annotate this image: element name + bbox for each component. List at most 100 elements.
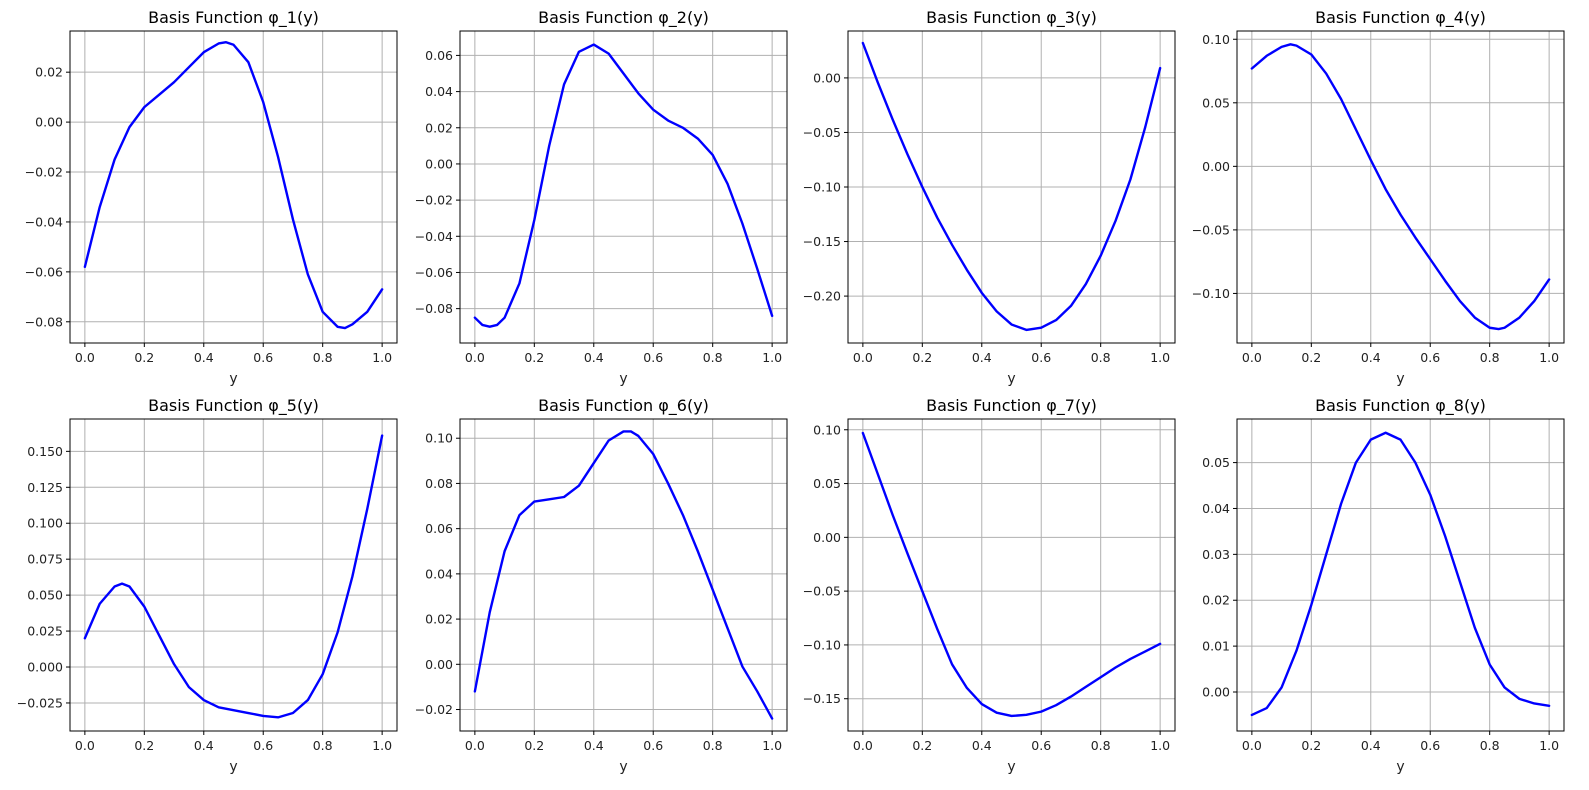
x-tick-label: 0.0 (1242, 350, 1262, 365)
plot-frame (69, 418, 398, 732)
x-tick-label: 1.0 (762, 738, 782, 753)
x-axis-label: y (229, 759, 237, 775)
plot-frame (1236, 418, 1565, 732)
plot-frame (847, 418, 1176, 732)
plot-title: Basis Function φ_4(y) (1315, 8, 1486, 28)
x-tick-label: 0.0 (465, 350, 485, 365)
x-axis-label: y (619, 371, 627, 387)
x-tick-label: 0.2 (912, 738, 932, 753)
plot-title: Basis Function φ_3(y) (926, 8, 1097, 28)
y-tick-label: 0.00 (813, 530, 841, 545)
y-tick-label: 0.050 (27, 588, 63, 603)
x-tick-label: 0.8 (313, 350, 333, 365)
y-tick-label: 0.05 (1202, 95, 1230, 110)
y-tick-label: 0.000 (27, 660, 63, 675)
x-tick-label: 0.2 (524, 350, 544, 365)
x-tick-label: 0.4 (972, 738, 992, 753)
x-tick-label: 1.0 (1539, 350, 1559, 365)
y-tick-label: 0.06 (425, 48, 453, 63)
y-tick-label: 0.025 (27, 624, 63, 639)
y-tick-label: −0.08 (25, 314, 63, 329)
y-tick-label: −0.10 (803, 637, 841, 652)
subplot-6: 0.0 0.2 0.4 0.6 0.8 1.0 −0.02 0.00 0.02 0.04 0.06 0… (415, 396, 788, 775)
y-tick-label: 0.02 (425, 612, 453, 627)
y-tick-label: −0.15 (803, 234, 841, 249)
x-tick-label: 0.6 (643, 738, 663, 753)
y-tick-label: 0.10 (425, 431, 453, 446)
subplot-2: 0.0 0.2 0.4 0.6 0.8 1.0 −0.08 −0.06 −0.04 −0.02 0.… (415, 8, 788, 387)
y-tick-label: 0.03 (1202, 547, 1230, 562)
x-axis-label: y (619, 759, 627, 775)
subplot-8: 0.0 0.2 0.4 0.6 0.8 1.0 0.00 0.01 0.02 0.03 0.04 0.… (1202, 396, 1565, 775)
plot-frame (1236, 30, 1565, 344)
y-tick-label: 0.02 (35, 65, 63, 80)
y-tick-label: 0.04 (425, 566, 453, 581)
x-tick-label: 0.4 (194, 738, 214, 753)
x-tick-label: 0.8 (1091, 350, 1111, 365)
y-tick-label: 0.04 (1202, 501, 1230, 516)
x-tick-label: 0.8 (1480, 738, 1500, 753)
x-tick-label: 0.4 (972, 350, 992, 365)
subplot-7: 0.0 0.2 0.4 0.6 0.8 1.0 −0.15 −0.10 −0.05 0.00 0.0… (803, 396, 1176, 775)
y-tick-label: 0.05 (1202, 455, 1230, 470)
plot-title: Basis Function φ_1(y) (148, 8, 319, 28)
x-tick-label: 0.0 (853, 738, 873, 753)
x-tick-label: 0.4 (584, 738, 604, 753)
x-tick-label: 0.8 (313, 738, 333, 753)
x-axis-label: y (1396, 759, 1404, 775)
y-tick-label: 0.04 (425, 84, 453, 99)
x-tick-label: 0.4 (194, 350, 214, 365)
x-axis-label: y (1007, 371, 1015, 387)
y-tick-label: 0.02 (425, 120, 453, 135)
y-tick-label: 0.100 (27, 516, 63, 531)
subplot-5: 0.0 0.2 0.4 0.6 0.8 1.0 −0.025 0.000 0.025 0.050 0… (17, 396, 398, 775)
series-line (473, 430, 774, 720)
x-tick-label: 1.0 (1539, 738, 1559, 753)
plot-frame (69, 30, 398, 344)
y-tick-label: −0.04 (25, 214, 63, 229)
y-tick-label: −0.02 (25, 165, 63, 180)
x-tick-label: 0.6 (1420, 738, 1440, 753)
y-tick-label: 0.00 (1202, 685, 1230, 700)
x-tick-label: 0.0 (75, 738, 95, 753)
x-tick-label: 0.6 (643, 350, 663, 365)
subplot-3: 0.0 0.2 0.4 0.6 0.8 1.0 −0.20 −0.15 −0.10 −0.05 0.… (803, 8, 1176, 387)
x-tick-label: 0.2 (134, 350, 154, 365)
plot-title: Basis Function φ_8(y) (1315, 396, 1486, 416)
y-tick-label: 0.05 (813, 476, 841, 491)
x-tick-label: 0.0 (465, 738, 485, 753)
x-tick-label: 0.4 (1361, 738, 1381, 753)
y-tick-label: −0.05 (803, 584, 841, 599)
y-tick-label: 0.075 (27, 552, 63, 567)
y-tick-label: 0.08 (425, 476, 453, 491)
x-tick-label: 1.0 (762, 350, 782, 365)
series-line (83, 41, 384, 330)
series-line (861, 41, 1162, 332)
x-tick-label: 0.4 (1361, 350, 1381, 365)
x-tick-label: 1.0 (1150, 738, 1170, 753)
plot-frame (459, 30, 788, 344)
series-line (1250, 43, 1551, 331)
y-tick-label: 0.06 (425, 521, 453, 536)
x-tick-label: 0.2 (134, 738, 154, 753)
x-tick-label: 0.4 (584, 350, 604, 365)
y-tick-label: 0.00 (813, 70, 841, 85)
y-tick-label: 0.10 (1202, 32, 1230, 47)
x-tick-label: 0.2 (1301, 738, 1321, 753)
y-tick-label: 0.00 (425, 657, 453, 672)
y-tick-label: −0.06 (415, 265, 453, 280)
y-tick-label: −0.10 (803, 180, 841, 195)
x-tick-label: 0.6 (253, 350, 273, 365)
y-tick-label: −0.20 (803, 289, 841, 304)
y-tick-label: 0.01 (1202, 639, 1230, 654)
y-tick-label: −0.02 (415, 702, 453, 717)
y-tick-label: −0.10 (1192, 286, 1230, 301)
x-axis-label: y (1007, 759, 1015, 775)
x-tick-label: 0.2 (524, 738, 544, 753)
y-tick-label: −0.06 (25, 264, 63, 279)
plot-title: Basis Function φ_2(y) (538, 8, 709, 28)
x-tick-label: 0.8 (1480, 350, 1500, 365)
y-tick-label: 0.150 (27, 444, 63, 459)
series-line (1250, 431, 1551, 717)
